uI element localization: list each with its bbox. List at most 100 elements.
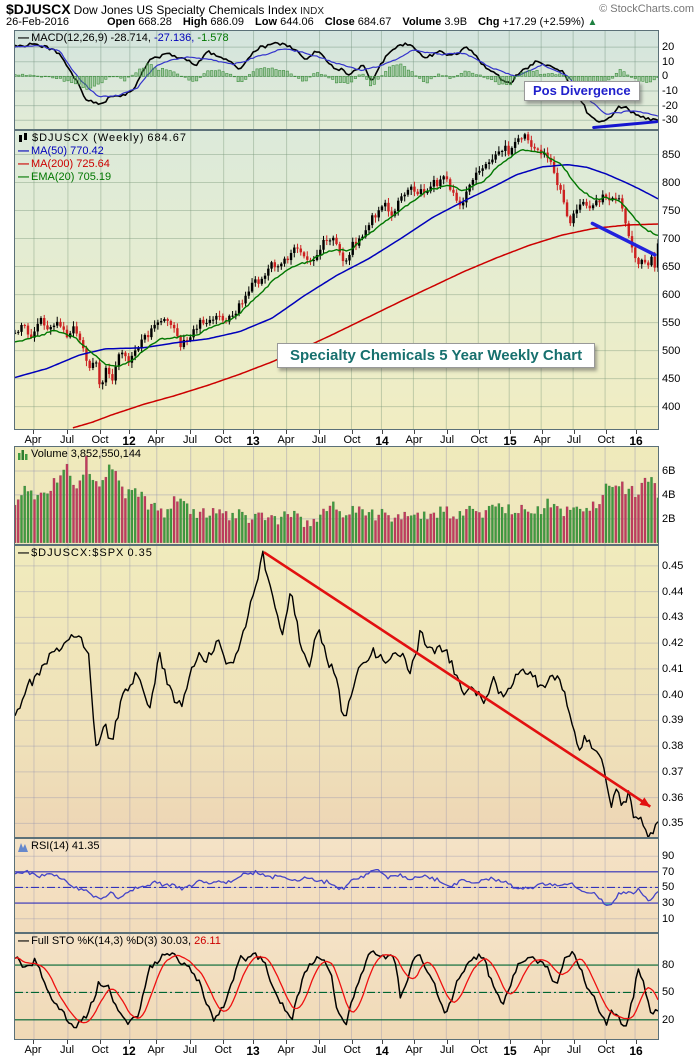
- x-tick-label: 15: [503, 434, 517, 448]
- x-tick-label: Jul: [59, 1044, 75, 1056]
- rsi-y-axis: 90 70 50 30 10: [659, 838, 700, 933]
- y-tick-label: 20: [662, 41, 675, 54]
- y-tick-label: 2B: [662, 512, 676, 525]
- x-tick-label: 14: [375, 1044, 389, 1058]
- x-tick-mark: [382, 1040, 383, 1044]
- y-tick-label: 0.35: [662, 817, 684, 830]
- y-tick-label: 550: [662, 316, 681, 329]
- y-tick-label: 80: [662, 959, 675, 972]
- y-tick-label: -10: [662, 84, 678, 97]
- y-tick-label: 0.36: [662, 791, 684, 804]
- y-tick-label: 0.42: [662, 637, 684, 650]
- ema20-legend: EMA(20) 705.19: [31, 171, 112, 183]
- x-tick-mark: [129, 1040, 130, 1044]
- x-tick-mark: [223, 1040, 224, 1044]
- x-tick-mark: [510, 1040, 511, 1044]
- x-tick-label: Apr: [533, 1044, 551, 1056]
- x-tick-label: Apr: [405, 434, 423, 446]
- x-tick-mark: [542, 1040, 543, 1044]
- x-tick-mark: [479, 1040, 480, 1044]
- x-tick-mark: [33, 430, 34, 434]
- sto-plot: — Full STO %K(14,3) %D(3) 30.03, 26.11: [14, 933, 659, 1040]
- line-swatch-icon: —: [18, 145, 29, 157]
- volume-value: Volume 3.9B: [402, 16, 468, 28]
- y-tick-label: 600: [662, 288, 681, 301]
- x-tick-mark: [156, 1040, 157, 1044]
- y-tick-label: 500: [662, 344, 681, 357]
- x-tick-label: Jul: [439, 434, 455, 446]
- line-swatch-icon: —: [18, 547, 29, 559]
- x-tick-mark: [100, 1040, 101, 1044]
- x-tick-label: Jul: [182, 434, 198, 446]
- x-tick-label: Oct: [470, 434, 488, 446]
- x-tick-label: Oct: [214, 1044, 232, 1056]
- sto-k-value: 30.03,: [160, 935, 192, 947]
- y-tick-label: 70: [662, 865, 675, 878]
- x-tick-mark: [352, 1040, 353, 1044]
- x-tick-label: Apr: [24, 1044, 42, 1056]
- x-tick-mark: [156, 430, 157, 434]
- y-tick-label: 20: [662, 1013, 675, 1026]
- x-tick-mark: [574, 430, 575, 434]
- y-tick-label: 0.41: [662, 662, 684, 675]
- trendline-annotation: [592, 120, 658, 129]
- x-tick-mark: [253, 430, 254, 434]
- x-tick-label: Apr: [277, 1044, 295, 1056]
- x-tick-label: Apr: [147, 1044, 165, 1056]
- x-tick-mark: [352, 430, 353, 434]
- pos-divergence-label: Pos Divergence: [524, 81, 640, 101]
- x-tick-label: 14: [375, 434, 389, 448]
- x-tick-label: Apr: [24, 434, 42, 446]
- rsi-area-icon: [18, 843, 28, 852]
- macd-plot: — MACD(12,26,9) -28.714, -27.136, -1.578…: [14, 30, 659, 130]
- y-tick-label: 0.37: [662, 765, 684, 778]
- price-plot: $DJUSCX (Weekly) 684.67 — MA(50) 770.42 —…: [14, 130, 659, 430]
- ma200-legend: MA(200) 725.64: [31, 158, 110, 170]
- rsi-params: RSI(14): [31, 840, 69, 852]
- x-tick-label: Jul: [59, 434, 75, 446]
- title-line: $DJUSCX Dow Jones US Specialty Chemicals…: [6, 1, 324, 17]
- ticker-symbol: $DJUSCX: [6, 1, 71, 17]
- chart-header: $DJUSCX Dow Jones US Specialty Chemicals…: [0, 0, 700, 30]
- x-tick-mark: [100, 430, 101, 434]
- low-value: Low 644.06: [255, 16, 314, 28]
- y-tick-label: 400: [662, 400, 681, 413]
- macd-y-axis: 20 10 0 -10 -20 -30: [659, 30, 700, 130]
- high-value: High 686.09: [182, 16, 245, 28]
- y-tick-label: 650: [662, 260, 681, 273]
- x-tick-mark: [223, 430, 224, 434]
- x-tick-label: Oct: [91, 434, 109, 446]
- x-tick-mark: [319, 1040, 320, 1044]
- price-panel: $DJUSCX (Weekly) 684.67 — MA(50) 770.42 —…: [0, 130, 700, 430]
- macd-value: -28.714,: [110, 32, 151, 44]
- up-arrow-icon: ▲: [587, 17, 598, 28]
- x-tick-mark: [33, 1040, 34, 1044]
- sto-plot-svg: [15, 934, 658, 1039]
- exchange-label: INDX: [300, 6, 325, 17]
- macd-params: MACD(12,26,9): [31, 32, 108, 44]
- volume-total: 3,852,550,144: [70, 448, 142, 460]
- volume-panel: Volume 3,852,550,144 6B 4B 2B: [0, 446, 700, 545]
- x-tick-label: Apr: [405, 1044, 423, 1056]
- sto-y-axis: 80 50 20: [659, 933, 700, 1040]
- y-tick-label: -20: [662, 99, 678, 112]
- x-tick-label: Jul: [311, 434, 327, 446]
- x-tick-label: 12: [122, 1044, 136, 1058]
- x-tick-mark: [574, 1040, 575, 1044]
- x-tick-mark: [382, 430, 383, 434]
- y-tick-label: 30: [662, 897, 675, 910]
- quote-date: 26-Feb-2016: [6, 16, 69, 28]
- rsi-legend: RSI(14) 41.35: [18, 840, 99, 853]
- x-axis-bottom: Apr Jul Oct 12 Apr Jul Oct 13 Apr Jul Oct 14 Apr Jul O…: [14, 1040, 659, 1060]
- line-swatch-icon: —: [18, 158, 29, 170]
- line-swatch-icon: —: [18, 32, 29, 44]
- ratio-plot-svg: [15, 546, 658, 837]
- rsi-plot-svg: [15, 839, 658, 932]
- y-tick-label: 0.38: [662, 740, 684, 753]
- x-tick-label: Oct: [214, 434, 232, 446]
- ratio-value: 0.35: [127, 547, 153, 559]
- x-tick-label: Oct: [343, 434, 361, 446]
- quote-line: 26-Feb-2016 Open 668.28 High 686.09 Low …: [6, 16, 696, 28]
- y-tick-label: 0.44: [662, 585, 684, 598]
- x-tick-mark: [253, 1040, 254, 1044]
